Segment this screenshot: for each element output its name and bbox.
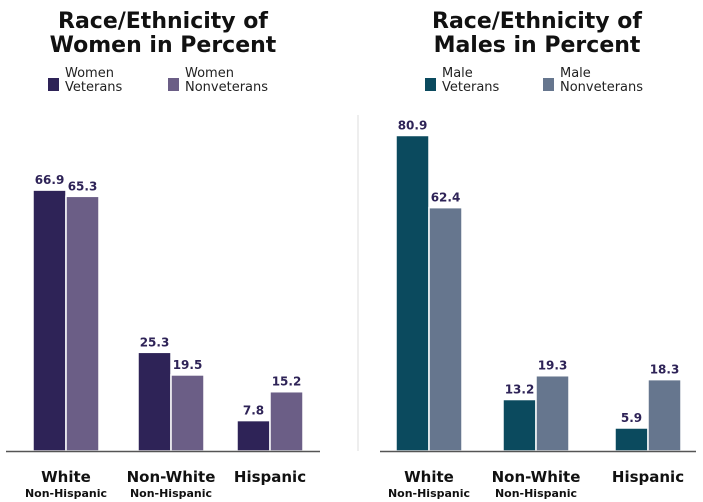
bar-1-series-1 xyxy=(395,134,430,452)
legend-swatch-2 xyxy=(168,78,179,91)
value-label-2-series-2: 19.5 xyxy=(173,358,203,372)
bar-3-series-1 xyxy=(236,419,271,452)
value-label-1-series-2: 65.3 xyxy=(68,179,98,193)
category-label-2: Non-White xyxy=(492,468,581,486)
category-label-1: White xyxy=(41,468,91,486)
bar-3-series-1 xyxy=(614,427,649,452)
value-label-3-series-2: 18.3 xyxy=(650,363,680,377)
legend-label-2-line-2: Nonveterans xyxy=(560,80,643,95)
category-sublabel-1: Non-Hispanic xyxy=(388,487,470,500)
legend-label-1-line-2: Veterans xyxy=(65,80,123,95)
category-label-3: Hispanic xyxy=(612,468,684,486)
bar-3-series-2 xyxy=(647,378,682,452)
bar-2-series-1 xyxy=(502,398,537,452)
value-label-3-series-1: 5.9 xyxy=(621,411,642,425)
value-label-2-series-2: 19.3 xyxy=(538,359,568,373)
legend-swatch-2 xyxy=(543,78,554,91)
legend-label-2-line-2: Nonveterans xyxy=(185,80,268,95)
bar-1-series-2 xyxy=(428,206,463,452)
category-label-1: White xyxy=(404,468,454,486)
chart-title-line-1: Race/Ethnicity of xyxy=(58,9,268,34)
value-label-3-series-1: 7.8 xyxy=(243,404,264,418)
bar-1-series-2 xyxy=(65,195,100,452)
chart-title-line-2: Males in Percent xyxy=(434,33,641,58)
category-sublabel-1: Non-Hispanic xyxy=(25,487,107,500)
bar-2-series-2 xyxy=(535,374,570,452)
value-label-1-series-1: 66.9 xyxy=(35,173,65,187)
category-label-3: Hispanic xyxy=(234,468,306,486)
bar-1-series-1 xyxy=(32,189,67,452)
legend-label-2-line-1: Women xyxy=(185,66,234,81)
value-label-2-series-1: 13.2 xyxy=(505,383,535,397)
legend-swatch-1 xyxy=(48,78,59,91)
chart-title-line-2: Women in Percent xyxy=(50,33,277,58)
value-label-1-series-1: 80.9 xyxy=(398,118,428,132)
legend-label-1-line-1: Male xyxy=(442,66,473,81)
legend-label-1-line-1: Women xyxy=(65,66,114,81)
legend-swatch-1 xyxy=(425,78,436,91)
value-label-2-series-1: 25.3 xyxy=(140,335,170,349)
legend-label-1-line-2: Veterans xyxy=(442,80,500,95)
category-sublabel-2: Non-Hispanic xyxy=(130,487,212,500)
value-label-1-series-2: 62.4 xyxy=(431,191,461,205)
bar-2-series-2 xyxy=(170,374,205,452)
value-label-3-series-2: 15.2 xyxy=(272,375,302,389)
bar-2-series-1 xyxy=(137,351,172,452)
legend-label-2-line-1: Male xyxy=(560,66,591,81)
bar-3-series-2 xyxy=(269,390,304,452)
chart-title-line-1: Race/Ethnicity of xyxy=(432,9,642,34)
category-label-2: Non-White xyxy=(127,468,216,486)
category-sublabel-2: Non-Hispanic xyxy=(495,487,577,500)
